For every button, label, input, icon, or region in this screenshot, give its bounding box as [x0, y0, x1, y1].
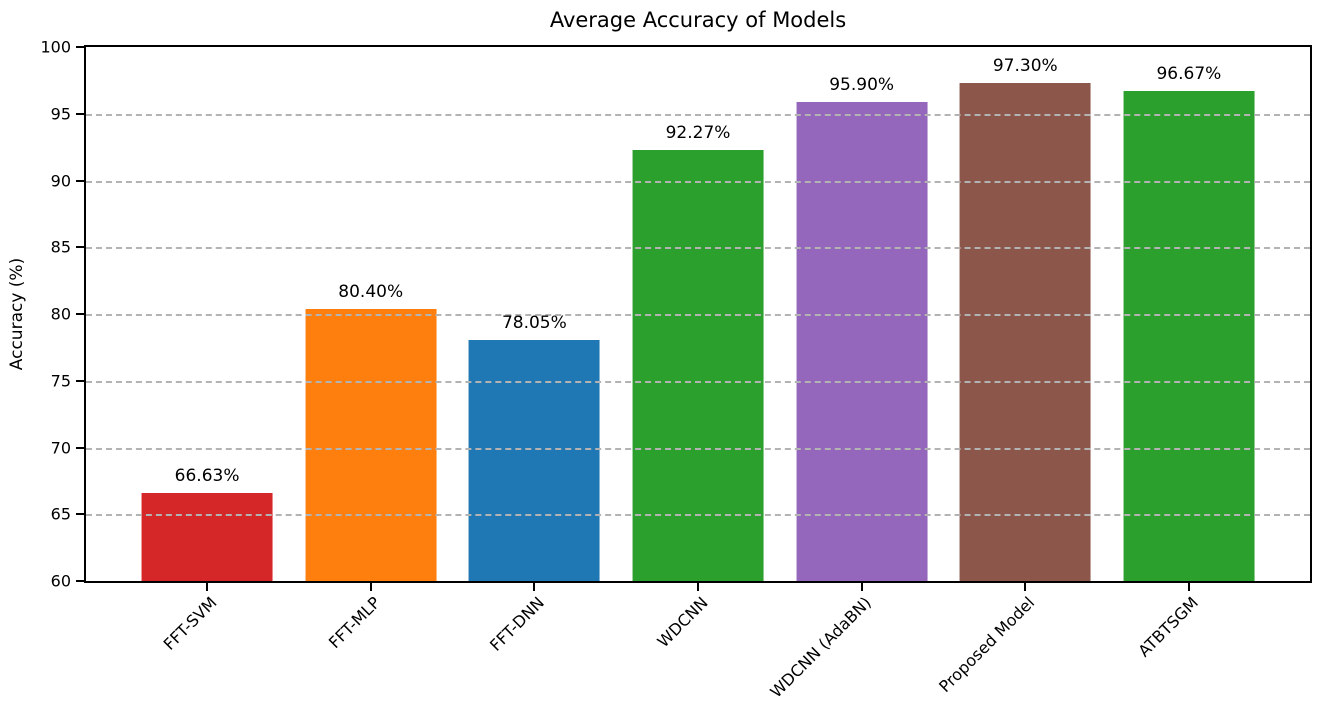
x-tick-mark	[369, 583, 372, 591]
bar-value-label: 66.63%	[174, 465, 240, 486]
bar-value-label: 97.30%	[992, 56, 1058, 77]
y-tick-mark	[76, 246, 84, 249]
x-tick-label: WDCNN	[653, 593, 712, 652]
bar-wdcnn	[632, 150, 764, 581]
y-tick-mark	[76, 580, 84, 582]
bar-value-label: 95.90%	[829, 74, 895, 95]
y-tick-label: 100	[40, 37, 71, 57]
bar-value-label: 78.05%	[501, 313, 567, 334]
bar-wdcnn-adabn-	[796, 101, 928, 581]
bar-fft-mlp	[305, 308, 437, 581]
y-tick-label: 95	[50, 104, 71, 124]
y-axis-label: Accuracy (%)	[7, 257, 27, 371]
y-tick-mark	[76, 446, 84, 449]
chart-title: Average Accuracy of Models	[549, 8, 847, 32]
plot-area: 60 65 70 75 80 85 90 95 100 66.63% FFT-SVM 80.40% FF…	[40, 38, 1312, 701]
bar-proposed-model	[959, 83, 1091, 581]
x-tick-label: FFT-MLP	[325, 593, 385, 653]
bar-value-label: 80.40%	[338, 281, 404, 302]
bar-fft-svm	[141, 492, 273, 581]
x-tick-mark	[533, 583, 536, 591]
bar-atbtsgm	[1123, 91, 1255, 581]
y-tick-label: 80	[50, 304, 71, 324]
y-tick-label: 90	[50, 171, 71, 190]
x-tick-mark	[860, 583, 863, 591]
x-tick-label: FFT-DNN	[485, 593, 548, 655]
x-tick-mark	[1187, 583, 1190, 591]
y-tick-mark	[76, 379, 84, 382]
x-tick-mark	[1024, 583, 1027, 591]
y-tick-mark	[76, 46, 84, 48]
y-tick-mark	[76, 313, 84, 315]
y-tick-mark	[76, 112, 84, 115]
bar-fft-dnn	[468, 340, 600, 581]
y-tick-label: 85	[50, 237, 71, 257]
x-tick-label: Proposed Model	[935, 593, 1039, 697]
x-tick-mark	[206, 583, 209, 591]
y-tick-label: 60	[50, 571, 71, 591]
y-tick-label: 70	[50, 438, 71, 457]
x-tick-mark	[697, 583, 699, 591]
y-tick-mark	[76, 513, 84, 516]
x-tick-label: FFT-SVM	[159, 593, 221, 654]
bar-value-label: 92.27%	[665, 123, 731, 144]
y-tick-mark	[76, 179, 84, 182]
x-tick-label: WDCNN (AdaBN)	[766, 593, 876, 702]
y-tick-label: 65	[50, 504, 71, 524]
bar-value-label: 96.67%	[1156, 64, 1222, 85]
y-tick-label: 75	[50, 371, 71, 391]
x-tick-label: ATBTSGM	[1134, 593, 1203, 661]
